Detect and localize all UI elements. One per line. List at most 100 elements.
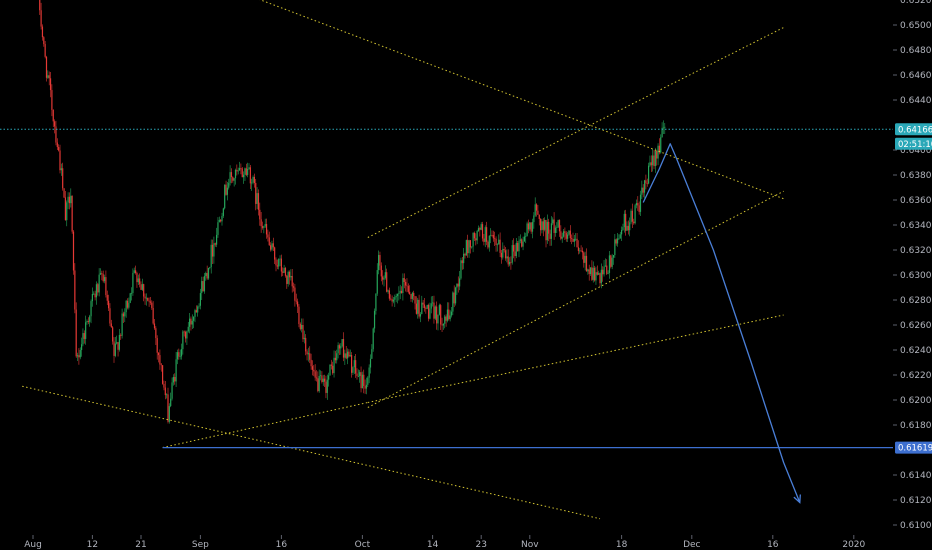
candle-body [575, 238, 577, 240]
candle-body [529, 222, 531, 230]
candle-body [534, 204, 536, 216]
candle-body [122, 313, 125, 317]
candle-body [445, 316, 447, 321]
candle-body [329, 364, 331, 376]
candle-body [456, 283, 458, 288]
candle-body [233, 178, 235, 181]
candle-body [645, 180, 647, 184]
candle-body [430, 303, 432, 309]
candle-body [604, 265, 606, 267]
candle-body [587, 269, 589, 272]
candle-body [83, 333, 85, 339]
candle-body [380, 265, 382, 277]
candle-body [446, 309, 449, 321]
candle-body [321, 375, 323, 382]
candle-body [398, 293, 400, 295]
support-price-badge-text: 0.61619 [898, 444, 932, 454]
candle-body [94, 293, 96, 298]
candle-body [149, 301, 152, 303]
candle-body [391, 299, 393, 302]
candle-body [356, 373, 358, 377]
candle-body [222, 208, 224, 217]
candle-body [549, 233, 551, 239]
candle-body [600, 269, 602, 284]
candle-body [658, 145, 660, 153]
candle-body [468, 240, 470, 254]
candle-body [270, 245, 272, 250]
candle-body [367, 377, 369, 385]
candle-body [282, 271, 284, 273]
candle-body [465, 240, 467, 256]
candle-body [302, 325, 304, 340]
candle-body [333, 357, 335, 374]
candle-body [598, 273, 600, 275]
candle-body [259, 209, 261, 220]
candle-body [363, 374, 365, 386]
candle-body [301, 325, 303, 330]
current-price-badge-text: 0.64166 [898, 125, 932, 135]
candle-body [436, 306, 438, 324]
candle-body [556, 227, 558, 228]
candle-body [324, 378, 326, 382]
candle-body [48, 75, 50, 79]
candle-body [179, 356, 181, 358]
candle-body [508, 261, 511, 265]
candle-body [338, 345, 341, 349]
candle-body [650, 162, 652, 166]
candle-body [234, 169, 237, 179]
candle-body [91, 293, 93, 302]
trendlines-layer [22, 0, 784, 520]
candle-body [564, 231, 566, 233]
candle-body [553, 219, 555, 233]
candle-body [664, 126, 666, 128]
candle-body [426, 304, 428, 309]
countdown-badge-text: 02:51:10 [898, 140, 932, 150]
candle-body [579, 250, 581, 252]
candle-body [243, 174, 245, 178]
candle-body [594, 267, 596, 281]
candle-body [477, 228, 480, 231]
time-axis[interactable]: Aug 12 21 Sep 16 Oct 14 23 Nov 18 Dec 16 2020 [24, 535, 866, 550]
candle-body [637, 203, 639, 206]
candle-body [303, 337, 305, 340]
y-tick-label: 0.65200 [900, 0, 932, 6]
candle-body [45, 56, 48, 78]
candle-body [106, 295, 108, 301]
candle-body [369, 358, 372, 368]
candle-body [635, 203, 638, 206]
candle-body [93, 293, 95, 295]
candle-body [98, 274, 100, 293]
falling-resistance-trendline [259, 0, 784, 200]
candle-body [41, 26, 44, 38]
candle-body [599, 273, 601, 284]
candle-body [409, 291, 411, 294]
candle-body [386, 272, 388, 292]
candle-body [413, 292, 415, 297]
countdown-badge [895, 137, 932, 150]
candle-body [441, 324, 443, 326]
candle-body [523, 236, 525, 242]
candle-body [648, 165, 650, 184]
candle-body [336, 353, 338, 361]
candle-body [187, 326, 189, 332]
candle-body [554, 227, 557, 233]
candle-body [415, 303, 417, 314]
candle-body [144, 296, 146, 299]
candle-body [344, 353, 346, 358]
candle-body [460, 260, 462, 279]
candle-body [64, 197, 66, 221]
candle-body [263, 226, 265, 228]
candle-body [572, 238, 574, 242]
candle-body [129, 293, 131, 303]
candle-body [399, 290, 401, 294]
candle-body [442, 323, 444, 326]
candle-body [419, 314, 422, 317]
candle-body [162, 365, 164, 384]
candle-body [346, 351, 349, 359]
